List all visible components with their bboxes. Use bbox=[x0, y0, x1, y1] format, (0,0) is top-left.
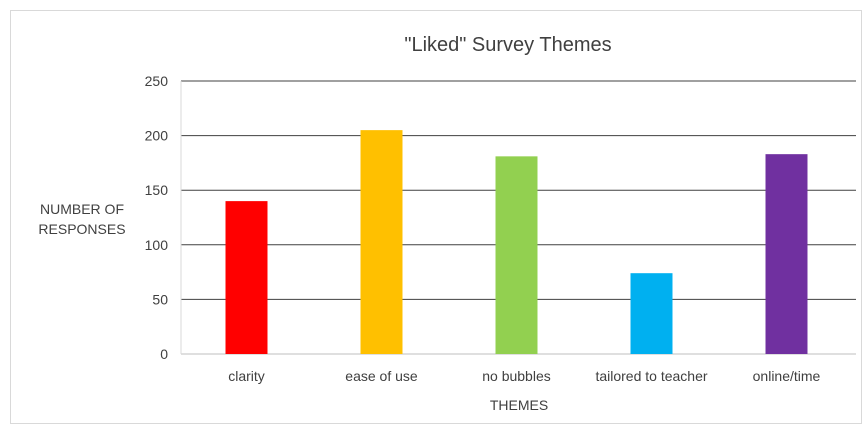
bars bbox=[225, 130, 808, 354]
bar-tailored-to-teacher bbox=[630, 273, 673, 354]
x-category-label: tailored to teacher bbox=[595, 368, 707, 384]
bar-online-time bbox=[765, 154, 808, 354]
x-axis-title: THEMES bbox=[490, 397, 548, 413]
x-category-label: online/time bbox=[753, 368, 821, 384]
chart-frame bbox=[10, 10, 862, 424]
y-tick-label: 250 bbox=[145, 73, 169, 89]
y-tick-label: 200 bbox=[145, 128, 169, 144]
bar-ease-of-use bbox=[360, 130, 403, 354]
bar-no-bubbles bbox=[495, 156, 538, 354]
y-axis: 0 50 100 150 200 250 bbox=[145, 73, 182, 362]
x-category-label: clarity bbox=[228, 368, 265, 384]
y-tick-label: 50 bbox=[152, 291, 168, 307]
x-axis: clarity ease of use no bubbles tailored to … bbox=[228, 368, 820, 384]
y-axis-title-line-2: RESPONSES bbox=[38, 221, 125, 237]
y-tick-label: 100 bbox=[145, 237, 169, 253]
gridlines bbox=[181, 80, 856, 355]
x-category-label: ease of use bbox=[345, 368, 418, 384]
y-axis-title-line-1: NUMBER OF bbox=[40, 201, 124, 217]
y-tick-label: 0 bbox=[160, 346, 168, 362]
y-tick-label: 150 bbox=[145, 182, 169, 198]
bar-clarity bbox=[225, 201, 268, 354]
chart-title: "Liked" Survey Themes bbox=[404, 34, 611, 56]
x-category-label: no bubbles bbox=[482, 368, 551, 384]
